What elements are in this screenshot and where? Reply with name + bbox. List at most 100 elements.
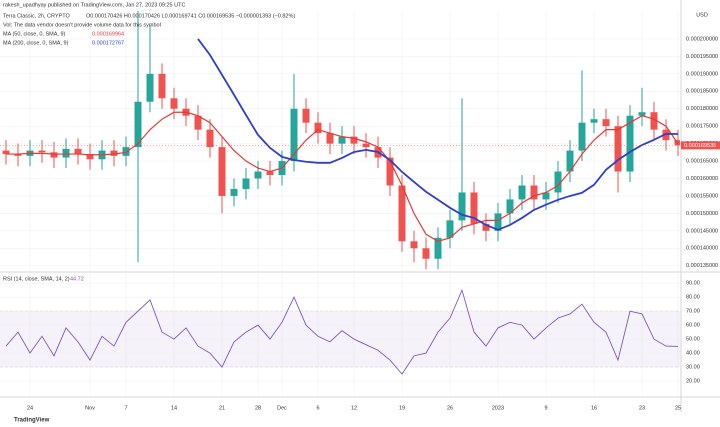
candle-body [590,119,598,123]
series-line [5,288,679,375]
y-tick-label: 0.000155000 [686,193,718,199]
candle-body [122,147,130,156]
candle-body [602,119,610,127]
volume-note: Vol: The data vendor doesn't provide vol… [3,22,161,28]
candle-body [242,178,250,189]
candle-body [206,129,214,148]
x-tick-label: 23 [639,405,645,411]
y-tick-label: 80.00 [686,295,700,301]
currency: USD [696,12,708,18]
x-tick-label: 12 [351,405,357,411]
candle-body [494,213,502,231]
candle-body [110,150,118,156]
candle-body [662,129,670,141]
y-tick-label: 0.000150000 [686,211,718,217]
candle-body [446,220,454,238]
y-tick-label: 0.000180000 [686,106,718,112]
candle-body [482,223,490,231]
candle-body [266,171,274,176]
candle-body [638,112,646,116]
y-tick-label: 0.000135000 [686,263,718,269]
candle-body [326,133,334,144]
candle-body [74,148,82,155]
candle-body [2,150,10,155]
candle-body [650,112,658,130]
y-tick-label: 90.00 [686,281,700,287]
candle-body [194,115,202,130]
candle-body [458,192,466,221]
x-tick-label: 28 [255,405,261,411]
candle-body [542,192,550,200]
y-tick-label: 0.000200000 [686,36,718,42]
candle-body [626,115,634,172]
legend-label: MA (200, close, 0, SMA, 9) [3,40,69,46]
series-line [6,111,679,242]
candle-body [62,148,70,158]
y-tick-label: 0.000185000 [686,89,718,95]
candle-body [146,73,154,102]
candle-body [134,101,142,148]
candle-body [50,152,58,158]
x-tick-label: 16 [591,405,597,411]
y-tick-label: 0.000175000 [686,124,718,130]
y-tick-label: 0.000165000 [686,159,718,165]
x-tick-label: 24 [27,405,33,411]
candle-body [14,154,22,156]
y-tick-label: 30.00 [686,364,700,370]
legend-label: MA (50, close, 0, SMA, 9) [3,31,66,37]
y-tick-label: 0.000190000 [686,71,718,77]
candle-body [158,73,166,99]
candle-body [338,136,346,144]
chart-title: Terra Classic, 2h, CRYPTO [3,13,70,19]
candle-body [170,98,178,109]
x-tick-label: 21 [219,405,225,411]
last-price-badge [681,141,720,150]
candle-body [218,147,226,196]
x-tick-label: 19 [399,405,405,411]
y-tick-label: 50.00 [686,337,700,343]
x-tick-label: 9 [544,405,547,411]
candle-body [230,188,238,196]
legend-label: RSI (14, close, SMA, 14, 2) [3,276,70,282]
x-tick-label: Dec [277,405,287,411]
candle-body [530,185,538,200]
candle-body [422,248,430,259]
series-line [197,38,679,231]
candle-body [470,192,478,224]
candle-body [554,171,562,193]
candle-body [434,237,442,259]
legend-value: 0.000172767 [92,40,124,46]
credit: rakesh_upadhyay published on TradingView… [3,2,185,8]
candle-body [578,122,586,151]
candle-body [398,185,406,242]
candle-body [86,154,94,160]
candle-body [518,185,526,200]
candle-body [290,108,298,162]
ohlc-text: O0.000170426 H0.000170426 L0.000169741 C… [86,13,295,19]
rsi-pane [0,282,680,382]
candle-body [614,126,622,172]
candle-body [314,122,322,134]
last-price-label: 0.000169535 [684,143,716,149]
logo: TradingView [14,418,50,424]
x-tick-label: Nov [85,405,95,411]
x-tick-label: 6 [316,405,319,411]
y-tick-label: 0.000145000 [686,228,718,234]
candle-body [566,150,574,172]
candle-body [350,136,358,144]
x-tick-label: 25 [675,405,681,411]
y-tick-label: 70.00 [686,309,700,315]
candle-body [302,108,310,123]
plot-layer: 24 Nov 7 14 21 28 Dec 6 12 19 26 2023 9 16 23 25 0.00013… [0,10,720,411]
legend-value: 0.000169964 [92,31,124,37]
x-tick-label: 7 [124,405,127,411]
y-tick-label: 0.000195000 [686,54,718,60]
x-tick-label: 14 [171,405,177,411]
candle-body [410,241,418,249]
candle-body [506,199,514,214]
candle-body [386,157,394,186]
x-tick-label: 2023 [492,405,504,411]
candle-body [254,171,262,179]
price-pane [0,11,680,270]
